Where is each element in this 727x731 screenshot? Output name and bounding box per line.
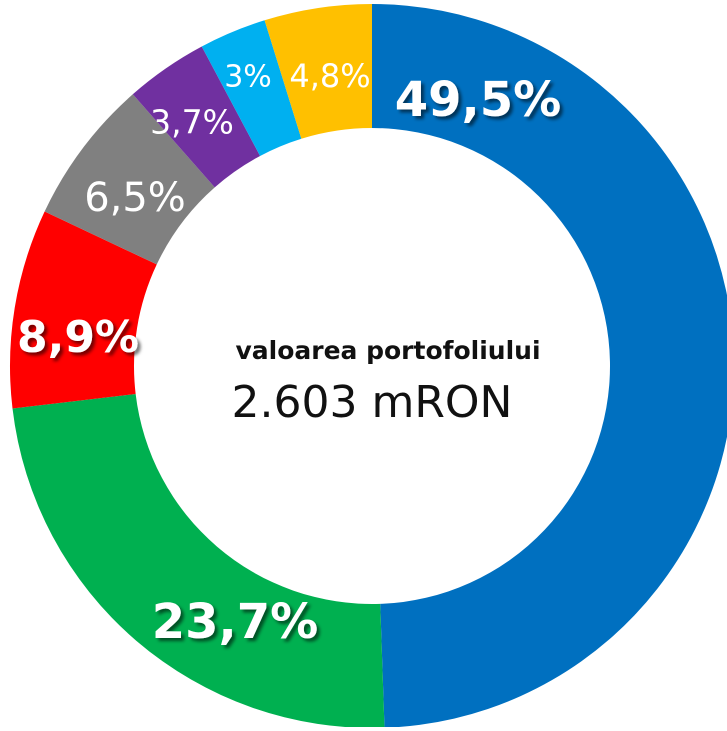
value-label: 3% (224, 60, 272, 95)
slice (10, 211, 157, 409)
slice (44, 94, 215, 265)
value-label: 6,5% (84, 175, 186, 221)
slice (372, 4, 727, 728)
value-label: 4,8% (289, 57, 370, 95)
slice (201, 20, 302, 156)
value-label: 3,7% (150, 103, 234, 142)
slice (264, 3, 372, 139)
value-label: 8,9% (17, 312, 139, 363)
center-title: valoarea portofoliului (235, 336, 540, 365)
slice (12, 393, 385, 729)
slice (132, 46, 261, 188)
center-value: 2.603 mRON (232, 377, 513, 428)
value-label: 49,5% (395, 72, 562, 128)
slices (10, 3, 727, 729)
value-label: 23,7% (152, 594, 319, 650)
